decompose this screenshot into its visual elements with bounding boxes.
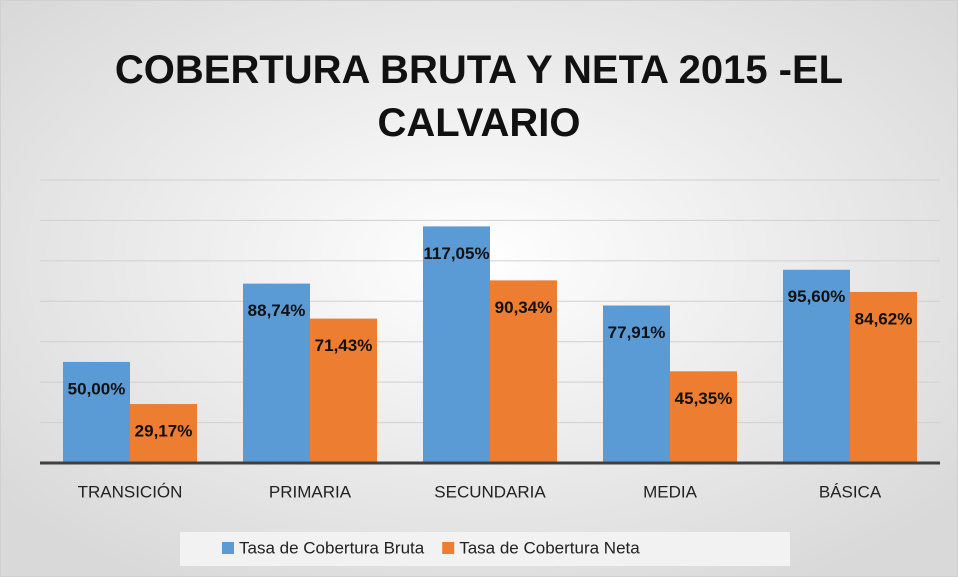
legend-label: Tasa de Cobertura Bruta <box>239 538 425 557</box>
bar <box>423 226 490 463</box>
x-tick-label: SECUNDARIA <box>434 482 546 501</box>
bar <box>783 269 850 463</box>
data-label: 95,60% <box>788 287 846 306</box>
bar <box>310 318 377 463</box>
x-tick-label: PRIMARIA <box>269 482 352 501</box>
bar <box>490 280 557 463</box>
bar <box>603 305 670 463</box>
data-label: 117,05% <box>423 244 489 263</box>
data-label: 84,62% <box>855 309 913 328</box>
bar <box>670 371 737 463</box>
bar <box>63 361 130 463</box>
legend-swatch <box>222 542 234 554</box>
data-label: 77,91% <box>608 323 666 342</box>
data-label: 90,34% <box>495 298 553 317</box>
data-label: 29,17% <box>135 422 193 441</box>
data-label: 50,00% <box>68 379 126 398</box>
bar <box>850 291 917 463</box>
bar <box>130 404 197 463</box>
data-label: 45,35% <box>675 389 733 408</box>
data-label: 71,43% <box>315 336 373 355</box>
data-label: 88,74% <box>248 301 306 320</box>
legend-box <box>180 532 790 566</box>
chart-title: COBERTURA BRUTA Y NETA 2015 -EL CALVARIO <box>115 48 843 145</box>
x-tick-label: BÁSICA <box>819 482 882 501</box>
legend-swatch <box>442 542 455 554</box>
x-tick-label: TRANSICIÓN <box>78 482 183 501</box>
x-tick-label: MEDIA <box>643 482 698 501</box>
bar <box>243 283 310 463</box>
legend-label: Tasa de Cobertura Neta <box>459 538 640 557</box>
